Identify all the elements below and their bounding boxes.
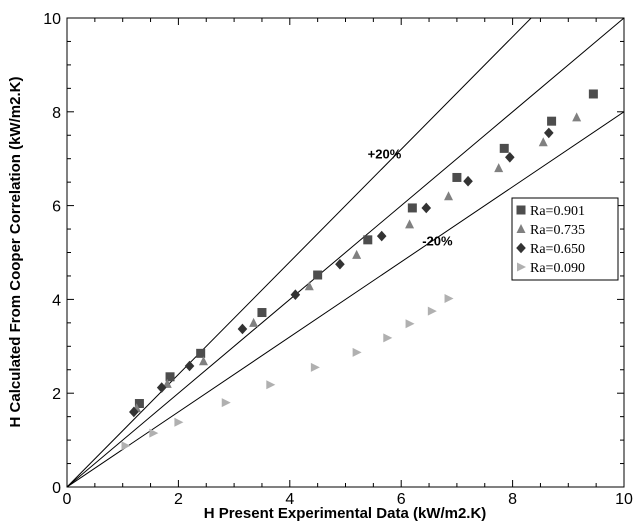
data-point [184, 360, 195, 372]
legend-label-ra-0090: Ra=0.090 [530, 261, 585, 276]
data-point [156, 382, 167, 393]
data-point [198, 356, 208, 366]
series-2 [129, 127, 554, 418]
x-tick-label: 6 [397, 491, 406, 508]
data-point [249, 317, 259, 327]
data-point [162, 378, 172, 388]
data-point [538, 137, 548, 147]
reference-line-1 [67, 18, 532, 487]
data-point [544, 127, 554, 139]
data-point [165, 372, 175, 382]
data-point [407, 203, 417, 213]
data-point [290, 289, 301, 301]
legend-marker [516, 205, 526, 215]
legend-marker [517, 262, 526, 272]
y-tick-label: 2 [52, 386, 61, 403]
legend-label-ra-0735: Ra=0.735 [530, 223, 585, 238]
data-point [452, 172, 462, 182]
legend-marker [516, 224, 526, 233]
data-point [363, 235, 373, 245]
data-point [221, 398, 231, 408]
data-point [121, 441, 131, 451]
data-point [196, 348, 206, 358]
data-point [352, 347, 362, 357]
annotation-minus-20: -20% [422, 233, 453, 248]
data-point [174, 417, 184, 427]
y-tick-label: 8 [52, 105, 61, 122]
legend-marker [516, 242, 526, 254]
data-point [376, 230, 387, 242]
data-point [266, 380, 276, 390]
x-tick-label: 2 [174, 491, 183, 508]
legend-box [511, 197, 619, 281]
x-tick-label: 4 [285, 491, 294, 508]
axis-ticks [66, 17, 625, 488]
x-tick-label: 8 [508, 491, 517, 508]
y-tick-label: 10 [43, 11, 61, 28]
y-tick-label: 6 [52, 199, 61, 216]
reference-line-0 [67, 18, 624, 487]
data-point [129, 406, 139, 418]
data-point [588, 89, 598, 99]
tick-labels: 0 2 4 6 8 10 0 2 4 6 8 10 [43, 11, 633, 508]
data-point [444, 191, 454, 201]
data-point [444, 293, 454, 303]
x-axis-title: H Present Experimental Data (kW/m2.K) [204, 505, 487, 522]
data-point [149, 428, 159, 438]
data-point [505, 151, 515, 163]
legend-markers [516, 205, 526, 272]
annotation-plus-20: +20% [368, 147, 402, 162]
series-3 [121, 293, 454, 451]
data-point [257, 308, 267, 318]
data-point [405, 319, 415, 329]
data-point [352, 249, 362, 259]
series-0 [134, 89, 598, 409]
data-point [494, 163, 504, 173]
data-point [572, 112, 582, 122]
y-tick-label: 0 [52, 480, 61, 497]
data-point [383, 333, 393, 343]
legend-label-ra-0650: Ra=0.650 [530, 242, 585, 257]
y-tick-label: 4 [52, 292, 61, 309]
data-point [463, 175, 473, 187]
data-point [310, 362, 320, 372]
data-points [121, 89, 598, 451]
data-point [547, 116, 557, 126]
data-point [237, 323, 248, 335]
x-tick-label: 10 [615, 491, 633, 508]
reference-line-2 [67, 111, 624, 487]
data-point [134, 399, 144, 409]
data-point [335, 258, 345, 270]
data-point [427, 306, 437, 316]
series-1 [132, 112, 582, 413]
data-point [405, 219, 415, 229]
reference-lines [67, 18, 624, 487]
data-point [304, 281, 314, 291]
x-tick-label: 0 [63, 491, 72, 508]
y-axis-title: H Calculated From Cooper Correlation (kW… [7, 77, 24, 428]
data-point [421, 202, 432, 214]
data-point [313, 270, 323, 280]
legend-label-ra-0901: Ra=0.901 [530, 204, 585, 219]
legend: Ra=0.901 Ra=0.735 Ra=0.650 Ra=0.090 [511, 197, 619, 281]
data-point [499, 143, 509, 153]
